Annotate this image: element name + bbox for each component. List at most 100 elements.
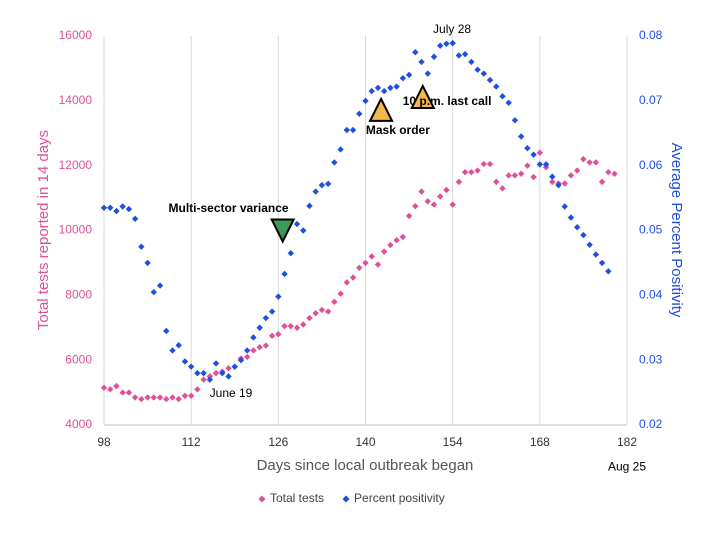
annotation: 10 p.m. last call [403, 94, 492, 108]
data-point [100, 384, 108, 391]
data-point [300, 321, 307, 328]
x-tick-label: 154 [443, 435, 463, 449]
y2-tick-label: 0.02 [639, 417, 663, 431]
data-point [256, 324, 263, 331]
x-tick-label: 126 [268, 435, 288, 449]
data-point [107, 204, 114, 212]
data-point [443, 40, 450, 47]
data-point [368, 87, 375, 95]
y-tick-label: 12000 [59, 158, 93, 172]
data-point [598, 178, 606, 186]
x-tick-label: 168 [530, 435, 550, 449]
data-point [542, 161, 550, 168]
data-point [561, 203, 568, 210]
data-point [424, 70, 431, 77]
data-point [150, 288, 158, 296]
data-point [337, 146, 344, 153]
data-point [281, 270, 288, 278]
data-point [293, 324, 301, 331]
data-point [393, 237, 400, 244]
data-point [262, 314, 270, 322]
data-point [169, 394, 176, 401]
data-point [611, 170, 618, 177]
data-point [474, 66, 481, 73]
data-point [275, 331, 282, 338]
y2-tick-label: 0.08 [639, 28, 663, 42]
data-point [399, 233, 407, 241]
data-point [318, 306, 326, 314]
data-point [163, 327, 170, 335]
data-point [455, 178, 463, 186]
data-point [536, 149, 544, 156]
y2-tick-label: 0.07 [639, 93, 663, 107]
data-point [268, 332, 276, 340]
data-point [113, 382, 120, 390]
data-point [231, 363, 238, 370]
data-point [592, 251, 600, 258]
data-point [250, 347, 257, 354]
data-point [461, 50, 469, 58]
legend-label: Total tests [270, 491, 324, 505]
data-point [100, 204, 108, 212]
data-point [275, 293, 282, 300]
data-point [468, 58, 475, 66]
data-point [511, 117, 519, 124]
data-point [200, 369, 207, 377]
data-point [573, 224, 581, 231]
data-point [549, 178, 556, 186]
annotation: Multi-sector variance [169, 201, 289, 215]
y-tick-label: 8000 [65, 288, 92, 302]
data-point [244, 353, 251, 361]
data-point [250, 334, 257, 341]
data-point [468, 168, 475, 176]
data-point [368, 253, 375, 260]
data-point [131, 215, 139, 223]
data-point [312, 309, 319, 317]
data-point [561, 180, 568, 187]
x-tick-label: 98 [97, 435, 111, 449]
legend-swatch [258, 495, 266, 503]
data-point [156, 282, 164, 289]
y-tick-label: 10000 [59, 223, 93, 237]
data-point [144, 259, 151, 267]
data-point [524, 162, 531, 169]
data-point [549, 173, 556, 180]
data-point [387, 84, 394, 92]
data-point [586, 159, 593, 166]
data-point [225, 373, 232, 380]
data-point [356, 110, 363, 117]
data-point [131, 394, 139, 401]
legend-swatch [342, 495, 350, 503]
data-point [505, 172, 512, 179]
data-point [412, 202, 419, 210]
data-point [181, 358, 189, 365]
data-point [486, 76, 494, 84]
data-point [349, 274, 357, 281]
data-point [486, 160, 494, 168]
x-tick-label: 112 [182, 435, 201, 449]
data-point [343, 279, 351, 286]
data-point [138, 243, 145, 250]
data-point [418, 188, 425, 195]
data-point [150, 394, 158, 401]
data-point [244, 347, 251, 354]
data-point [169, 347, 176, 354]
data-point [331, 159, 338, 166]
data-point [219, 369, 226, 377]
data-point [318, 181, 326, 189]
data-point [443, 186, 450, 194]
data-point [374, 261, 382, 268]
data-point [374, 84, 382, 92]
data-point [119, 389, 126, 396]
data-point [480, 70, 487, 77]
y-axis-label: Total tests reported in 14 days [35, 130, 52, 330]
data-point [598, 259, 606, 267]
data-point [592, 159, 600, 166]
data-point [337, 290, 344, 297]
data-point [194, 386, 201, 393]
data-point [356, 264, 363, 271]
x-axis-label: Days since local outbreak began [257, 457, 474, 474]
data-point [156, 394, 164, 401]
data-point [138, 395, 145, 403]
